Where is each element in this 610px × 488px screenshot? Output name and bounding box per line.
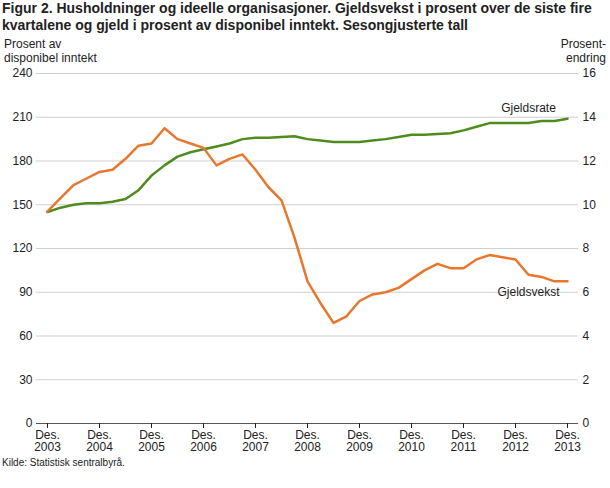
svg-text:Des.2012: Des.2012 [502, 428, 529, 454]
svg-text:4: 4 [583, 329, 590, 343]
svg-text:Des.2011: Des.2011 [451, 428, 477, 454]
svg-text:240: 240 [12, 66, 32, 80]
svg-text:14: 14 [583, 110, 597, 124]
svg-text:8: 8 [583, 241, 590, 255]
svg-text:180: 180 [12, 154, 32, 168]
svg-text:12: 12 [583, 154, 597, 168]
svg-text:30: 30 [19, 373, 33, 387]
html-text:Prosent av disponibel inntekt: Prosent av disponibel inntekt [4, 37, 97, 65]
svg-text:Des.2004: Des.2004 [86, 428, 113, 454]
html-text:Figur 2. Husholdninger og idee: Figur 2. Husholdninger og ideelle organi… [2, 0, 592, 33]
svg-text:Des.2003: Des.2003 [34, 428, 61, 454]
svg-text:60: 60 [19, 329, 33, 343]
svg-text:90: 90 [19, 285, 33, 299]
svg-text:16: 16 [583, 66, 597, 80]
svg-text:210: 210 [12, 110, 32, 124]
svg-text:0: 0 [583, 416, 590, 430]
svg-text:Des.2005: Des.2005 [138, 428, 165, 454]
svg-text:Des.2009: Des.2009 [346, 428, 373, 454]
svg-text:Gjeldsvekst: Gjeldsvekst [497, 285, 560, 299]
svg-text:Des.2007: Des.2007 [242, 428, 269, 454]
svg-text:10: 10 [583, 198, 597, 212]
svg-text:6: 6 [583, 285, 590, 299]
svg-text:Gjeldsrate: Gjeldsrate [501, 101, 556, 115]
svg-text:Des.2006: Des.2006 [190, 428, 217, 454]
svg-text:Des.2010: Des.2010 [398, 428, 425, 454]
svg-text:0: 0 [26, 416, 33, 430]
svg-text:Des.2013: Des.2013 [554, 428, 581, 454]
svg-text:150: 150 [12, 198, 32, 212]
svg-text:Des.2008: Des.2008 [294, 428, 321, 454]
html-text:Kilde: Statistisk sentralbyrå.: Kilde: Statistisk sentralbyrå. [2, 457, 125, 468]
svg-text:120: 120 [12, 241, 32, 255]
svg-text:2: 2 [583, 373, 590, 387]
html-text:Prosent- endring: Prosent- endring [560, 37, 606, 65]
